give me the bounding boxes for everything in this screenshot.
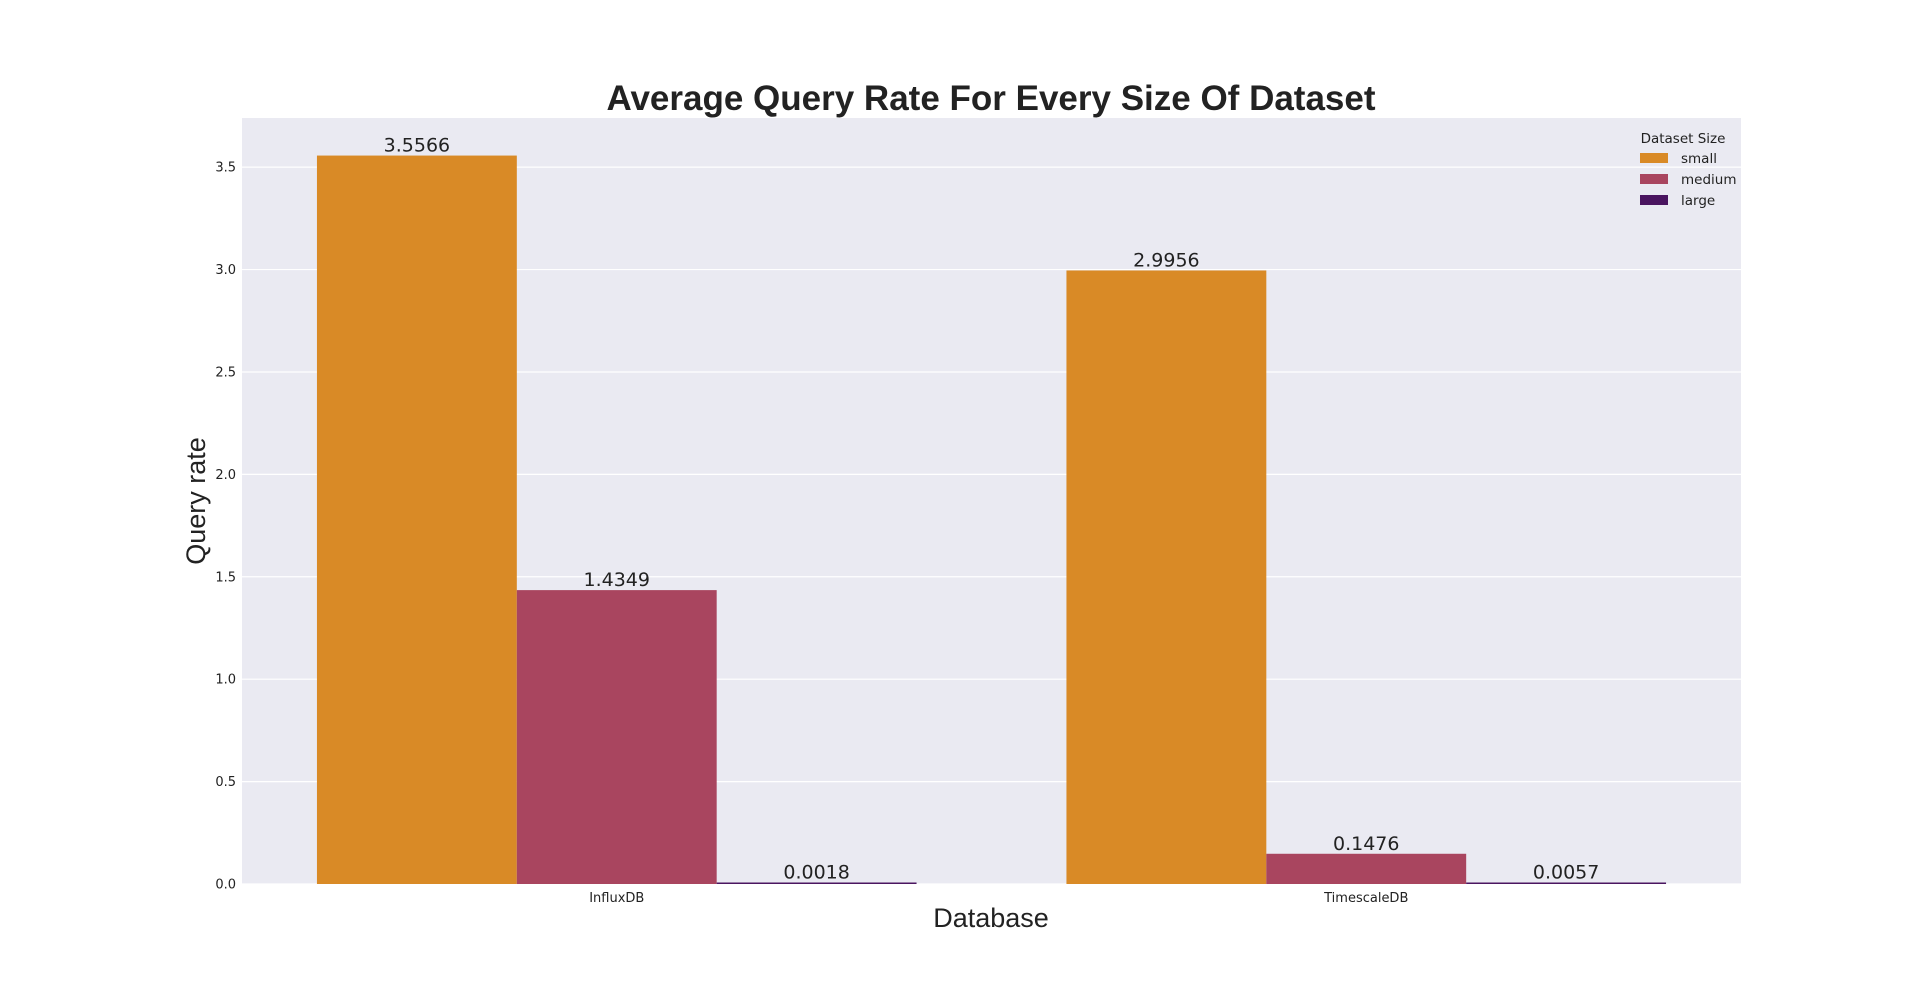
chart-title: Average Query Rate For Every Size Of Dat… (606, 79, 1375, 118)
x-tick-label: TimescaleDB (1323, 891, 1408, 906)
bar-small-TimescaleDB (1066, 270, 1267, 885)
bar-value-label: 0.0057 (1533, 862, 1599, 884)
y-tick-label: 3.5 (215, 161, 236, 176)
y-tick-label: 2.0 (215, 468, 236, 483)
legend-swatch-small (1640, 153, 1668, 163)
bar-value-label: 2.9956 (1133, 249, 1199, 271)
legend-label-small: small (1681, 151, 1717, 167)
legend-label-medium: medium (1681, 172, 1736, 188)
bar-small-InfluxDB (316, 155, 517, 884)
x-tick-label: InfluxDB (589, 891, 644, 906)
y-axis-label: Query rate (181, 437, 211, 565)
y-tick-label: 3.0 (215, 263, 236, 278)
legend-swatch-large (1640, 195, 1668, 205)
bar-value-label: 0.1476 (1333, 833, 1399, 855)
bar-value-label: 1.4349 (584, 569, 650, 591)
bars (316, 155, 1667, 885)
legend: Dataset Size small medium large (1640, 131, 1736, 209)
bar-large-TimescaleDB (1466, 882, 1667, 884)
y-tick-label: 0.0 (215, 878, 236, 893)
y-tick-label: 1.0 (215, 673, 236, 688)
y-tick-label: 1.5 (215, 570, 236, 585)
bar-large-InfluxDB (716, 882, 917, 884)
x-axis-ticks: InfluxDB TimescaleDB (589, 891, 1408, 906)
x-axis-label: Database (933, 903, 1049, 933)
bar-value-label: 0.0018 (783, 862, 849, 884)
legend-items: small medium large (1640, 151, 1736, 209)
bar-value-labels: 3.5566 1.4349 0.0018 2.9956 0.1476 0.0057 (384, 135, 1600, 884)
bar-medium-TimescaleDB (1266, 853, 1467, 884)
y-tick-label: 0.5 (215, 775, 236, 790)
bar-medium-InfluxDB (516, 590, 717, 884)
legend-label-large: large (1681, 193, 1715, 209)
y-tick-label: 2.5 (215, 365, 236, 380)
legend-title: Dataset Size (1641, 131, 1726, 147)
legend-swatch-medium (1640, 174, 1668, 184)
bar-value-label: 3.5566 (384, 135, 450, 157)
y-axis-ticks: 0.0 0.5 1.0 1.5 2.0 2.5 3.0 3.5 (215, 161, 236, 893)
